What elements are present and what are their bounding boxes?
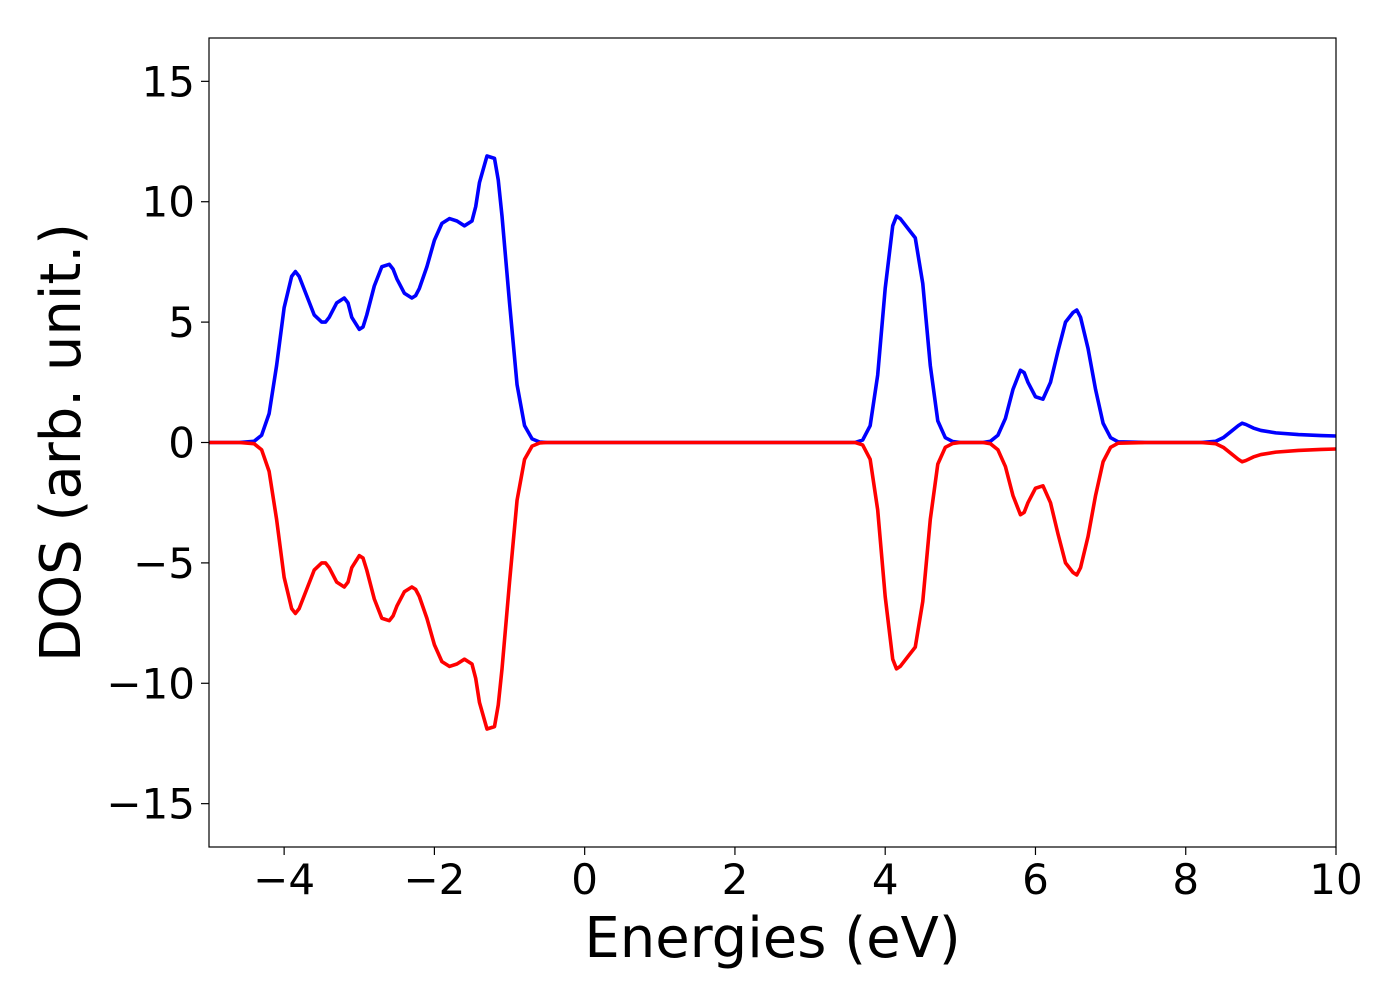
x-axis: −4 −2 0 2 4 6 8 10 [253, 847, 1363, 904]
x-tick-label: −2 [403, 855, 465, 904]
y-tick-label: −15 [106, 780, 195, 829]
x-tick-label: 10 [1309, 855, 1362, 904]
y-tick-label: −10 [106, 659, 195, 708]
x-tick-label: −4 [253, 855, 315, 904]
x-axis-title: Energies (eV) [584, 906, 960, 971]
y-axis-title: DOS (arb. unit.) [29, 223, 94, 662]
series-line-2 [209, 440, 1337, 731]
y-tick-label: 5 [168, 298, 195, 347]
y-tick-label: 0 [168, 419, 195, 468]
series-layer [209, 154, 1337, 731]
y-tick-label: 10 [142, 178, 195, 227]
x-tick-label: 6 [1022, 855, 1049, 904]
y-tick-label: −5 [133, 539, 195, 588]
x-tick-label: 0 [571, 855, 598, 904]
x-tick-label: 4 [872, 855, 899, 904]
x-tick-label: 2 [722, 855, 749, 904]
x-tick-label: 8 [1172, 855, 1199, 904]
y-axis: 15 10 5 0 −5 −10 −15 [106, 57, 209, 829]
y-tick-label: 15 [142, 57, 195, 106]
